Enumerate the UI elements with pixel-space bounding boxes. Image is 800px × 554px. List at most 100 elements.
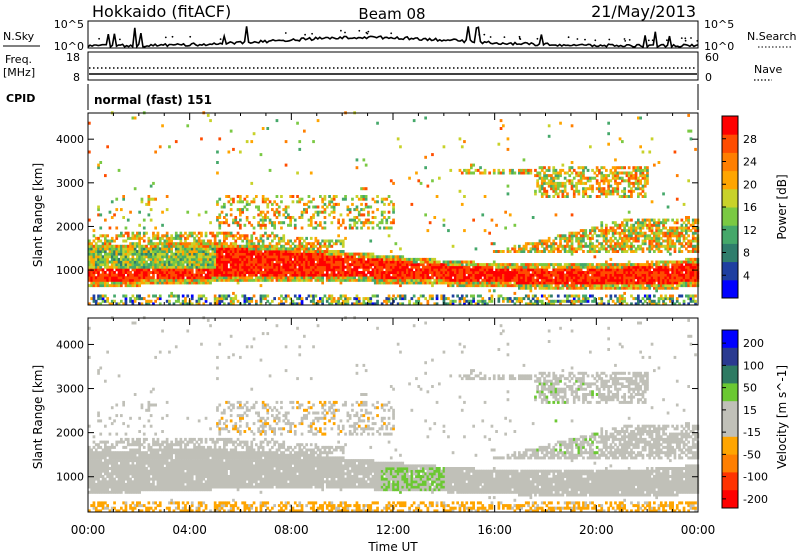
power-cell xyxy=(271,239,274,243)
power-cell xyxy=(470,171,473,175)
power-cell xyxy=(163,250,167,253)
power-cell xyxy=(211,244,215,248)
power-cell xyxy=(572,278,576,282)
power-cell xyxy=(611,171,615,175)
power-cell xyxy=(165,281,169,285)
power-cell xyxy=(257,257,260,261)
power-cell xyxy=(474,168,478,172)
power-cell xyxy=(177,236,180,240)
power-cell xyxy=(179,281,183,285)
power-cell xyxy=(579,174,583,178)
power-cell xyxy=(296,278,299,282)
power-cell xyxy=(435,195,439,198)
power-cell xyxy=(280,276,283,280)
power-cell xyxy=(250,200,254,204)
power-cell xyxy=(298,200,302,204)
power-cell xyxy=(637,221,640,225)
power-cell xyxy=(131,276,135,280)
power-cell xyxy=(412,265,416,269)
power-cell xyxy=(213,244,217,248)
power-cell xyxy=(252,271,256,274)
power-cell xyxy=(195,273,199,277)
power-cell xyxy=(364,221,368,225)
power-cell xyxy=(534,247,537,251)
power-cell xyxy=(490,297,494,301)
power-cell xyxy=(147,299,151,303)
power-cell xyxy=(136,231,139,235)
power-cell xyxy=(552,195,556,198)
power-cell xyxy=(220,210,224,214)
power-cell xyxy=(389,257,393,261)
power-cell xyxy=(399,302,402,306)
power-cell xyxy=(225,263,228,267)
power-cell xyxy=(277,263,281,267)
power-cell xyxy=(131,250,135,253)
power-cell xyxy=(563,195,567,198)
power-cell xyxy=(367,297,370,301)
power-cell xyxy=(158,268,162,272)
power-cell xyxy=(472,273,475,277)
power-cell xyxy=(337,263,340,267)
power-cell xyxy=(248,221,251,225)
power-cell xyxy=(309,247,313,251)
power-cell xyxy=(115,276,119,280)
power-cell xyxy=(593,276,597,280)
power-cell xyxy=(339,242,343,246)
power-cell xyxy=(639,271,642,274)
power-cell xyxy=(255,244,258,248)
power-cell xyxy=(623,229,626,233)
power-cell xyxy=(273,252,276,256)
power-cell xyxy=(540,184,544,188)
power-cell xyxy=(287,239,290,243)
power-cell xyxy=(115,255,119,259)
power-cell xyxy=(177,281,180,285)
power-cell xyxy=(607,229,610,233)
power-cell xyxy=(234,244,238,248)
power-cell xyxy=(630,218,633,222)
power-cell xyxy=(197,278,201,282)
power-cell xyxy=(126,250,130,253)
power-cell xyxy=(126,281,130,285)
power-cell xyxy=(582,278,585,282)
power-cell xyxy=(353,208,356,212)
power-cell xyxy=(536,181,539,185)
power-cell xyxy=(630,247,633,251)
power-cell xyxy=(618,299,622,303)
power-cell xyxy=(470,278,473,282)
power-cell xyxy=(643,231,647,235)
power-cell xyxy=(447,276,450,280)
power-cell xyxy=(282,213,286,217)
power-cell xyxy=(529,250,533,253)
power-cell xyxy=(465,276,469,280)
power-cell xyxy=(216,252,219,256)
power-cell xyxy=(88,255,91,259)
power-cell xyxy=(389,221,393,225)
power-cell xyxy=(351,302,354,306)
power-cell xyxy=(165,276,169,280)
power-cell xyxy=(126,236,130,240)
power-cell xyxy=(422,273,425,277)
power-cell xyxy=(527,273,530,277)
power-cell xyxy=(458,299,462,303)
power-cell xyxy=(572,297,576,301)
power-cell xyxy=(92,250,96,253)
power-cell xyxy=(305,236,308,240)
power-cell xyxy=(602,247,606,251)
power-cell xyxy=(632,281,636,285)
power-cell xyxy=(200,234,203,238)
power-cell xyxy=(529,247,533,251)
power-cell xyxy=(131,284,135,288)
power-cell xyxy=(179,242,183,246)
power-cell xyxy=(115,236,119,240)
power-cell xyxy=(609,281,613,285)
power-cell xyxy=(293,294,297,298)
power-cell xyxy=(168,255,171,259)
power-cell xyxy=(394,255,398,259)
power-cell xyxy=(524,276,528,280)
power-cell xyxy=(259,239,263,243)
power-cell xyxy=(403,281,407,285)
power-cell xyxy=(243,250,247,253)
power-cell xyxy=(307,268,311,272)
power-cell xyxy=(504,278,507,282)
power-cell xyxy=(401,263,405,267)
